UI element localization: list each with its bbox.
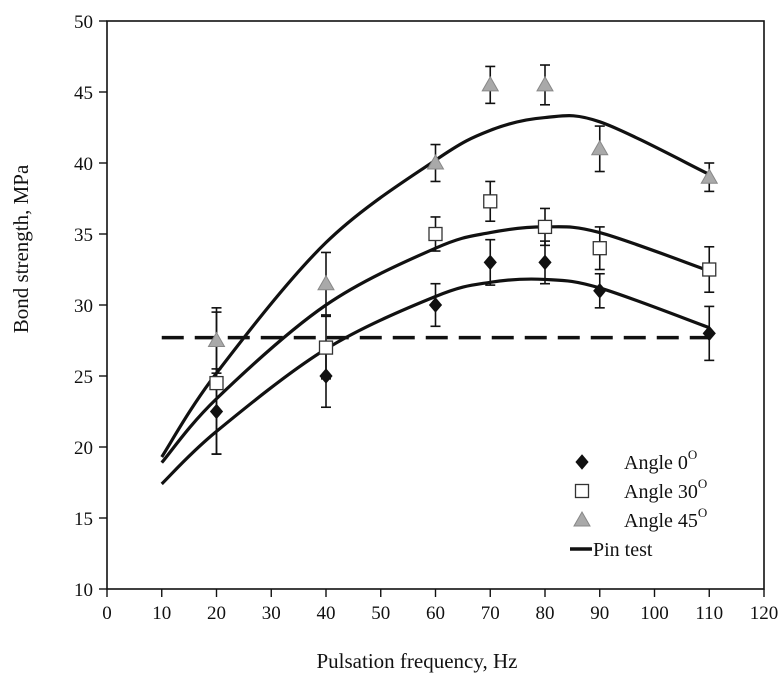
y-tick-label: 30: [74, 296, 93, 317]
angle-45-point: [207, 331, 226, 347]
angle-45-point: [426, 153, 445, 170]
legend-label-superscript: O: [698, 505, 707, 520]
angle-0-point: [593, 283, 607, 299]
legend-marker-angle-30: [574, 483, 590, 499]
x-tick-label: 70: [481, 603, 500, 624]
x-tick-label: 40: [317, 603, 336, 624]
legend-label-angle-0: Angle 0O: [624, 447, 697, 474]
y-tick-label: 50: [74, 12, 93, 33]
angle-30-point: [537, 219, 553, 235]
x-tick-label: 100: [640, 603, 669, 624]
tick-labels: 0 10 20 30 40 50 60 70 80 90 100 110 120 10 15 20 25 30 35…: [74, 12, 778, 624]
angle-45-point: [317, 274, 335, 291]
angle-30-fit-curve: [160, 225, 710, 464]
angle-45-point: [481, 75, 500, 92]
y-tick-label: 15: [74, 509, 93, 530]
angle-30-point: [318, 340, 334, 355]
legend-item-pin-test: Pin test: [570, 539, 653, 561]
x-tick-label: 50: [371, 603, 390, 624]
x-tick-label: 60: [426, 603, 445, 624]
angle-45-point: [590, 139, 609, 156]
x-axis-title: Pulsation frequency, Hz: [317, 649, 518, 673]
legend-label-angle-45: Angle 45O: [624, 505, 707, 532]
y-tick-label: 10: [74, 580, 93, 601]
x-tick-label: 30: [262, 603, 281, 624]
data-markers: [207, 75, 719, 420]
x-tick-label: 120: [750, 603, 779, 624]
angle-0-point: [538, 254, 552, 271]
error-bars: [211, 64, 715, 455]
x-tick-label: 90: [590, 603, 609, 624]
axes: [99, 20, 765, 597]
x-tick-label: 0: [102, 603, 112, 624]
y-tick-label: 45: [74, 83, 93, 104]
x-tick-label: 80: [536, 603, 555, 624]
legend-item-angle-30: Angle 30O: [574, 476, 707, 503]
angle-45-point: [536, 75, 554, 92]
y-tick-label: 40: [74, 154, 93, 175]
x-tick-label: 10: [152, 603, 171, 624]
legend-label-superscript: O: [688, 447, 697, 462]
legend-marker-angle-45: [573, 510, 591, 527]
legend-label-pin-test: Pin test: [593, 539, 653, 561]
x-tick-label: 110: [695, 603, 723, 624]
angle-30-point: [592, 241, 607, 256]
angle-30-point: [428, 226, 443, 242]
y-tick-label: 25: [74, 367, 93, 388]
angle-0-point: [428, 297, 443, 313]
angle-30-point: [702, 262, 717, 277]
angle-0-point: [483, 254, 497, 271]
legend-label-superscript: O: [698, 476, 707, 491]
y-tick-label: 35: [74, 225, 93, 246]
y-axis-title: Bond strength, MPa: [9, 164, 33, 333]
angle-30-point: [209, 375, 224, 391]
legend-item-angle-0: Angle 0O: [575, 447, 697, 474]
legend-label-angle-30: Angle 30O: [624, 476, 707, 503]
y-tick-label: 20: [74, 438, 93, 459]
legend-item-angle-45: Angle 45O: [573, 505, 707, 532]
angle-45-point: [700, 168, 719, 184]
legend-marker-angle-0: [575, 454, 589, 470]
angle-0-point: [209, 403, 224, 420]
angle-30-point: [483, 194, 498, 209]
angle-0-point: [702, 325, 716, 342]
angle-0-point: [319, 368, 333, 384]
x-tick-label: 20: [207, 603, 226, 624]
